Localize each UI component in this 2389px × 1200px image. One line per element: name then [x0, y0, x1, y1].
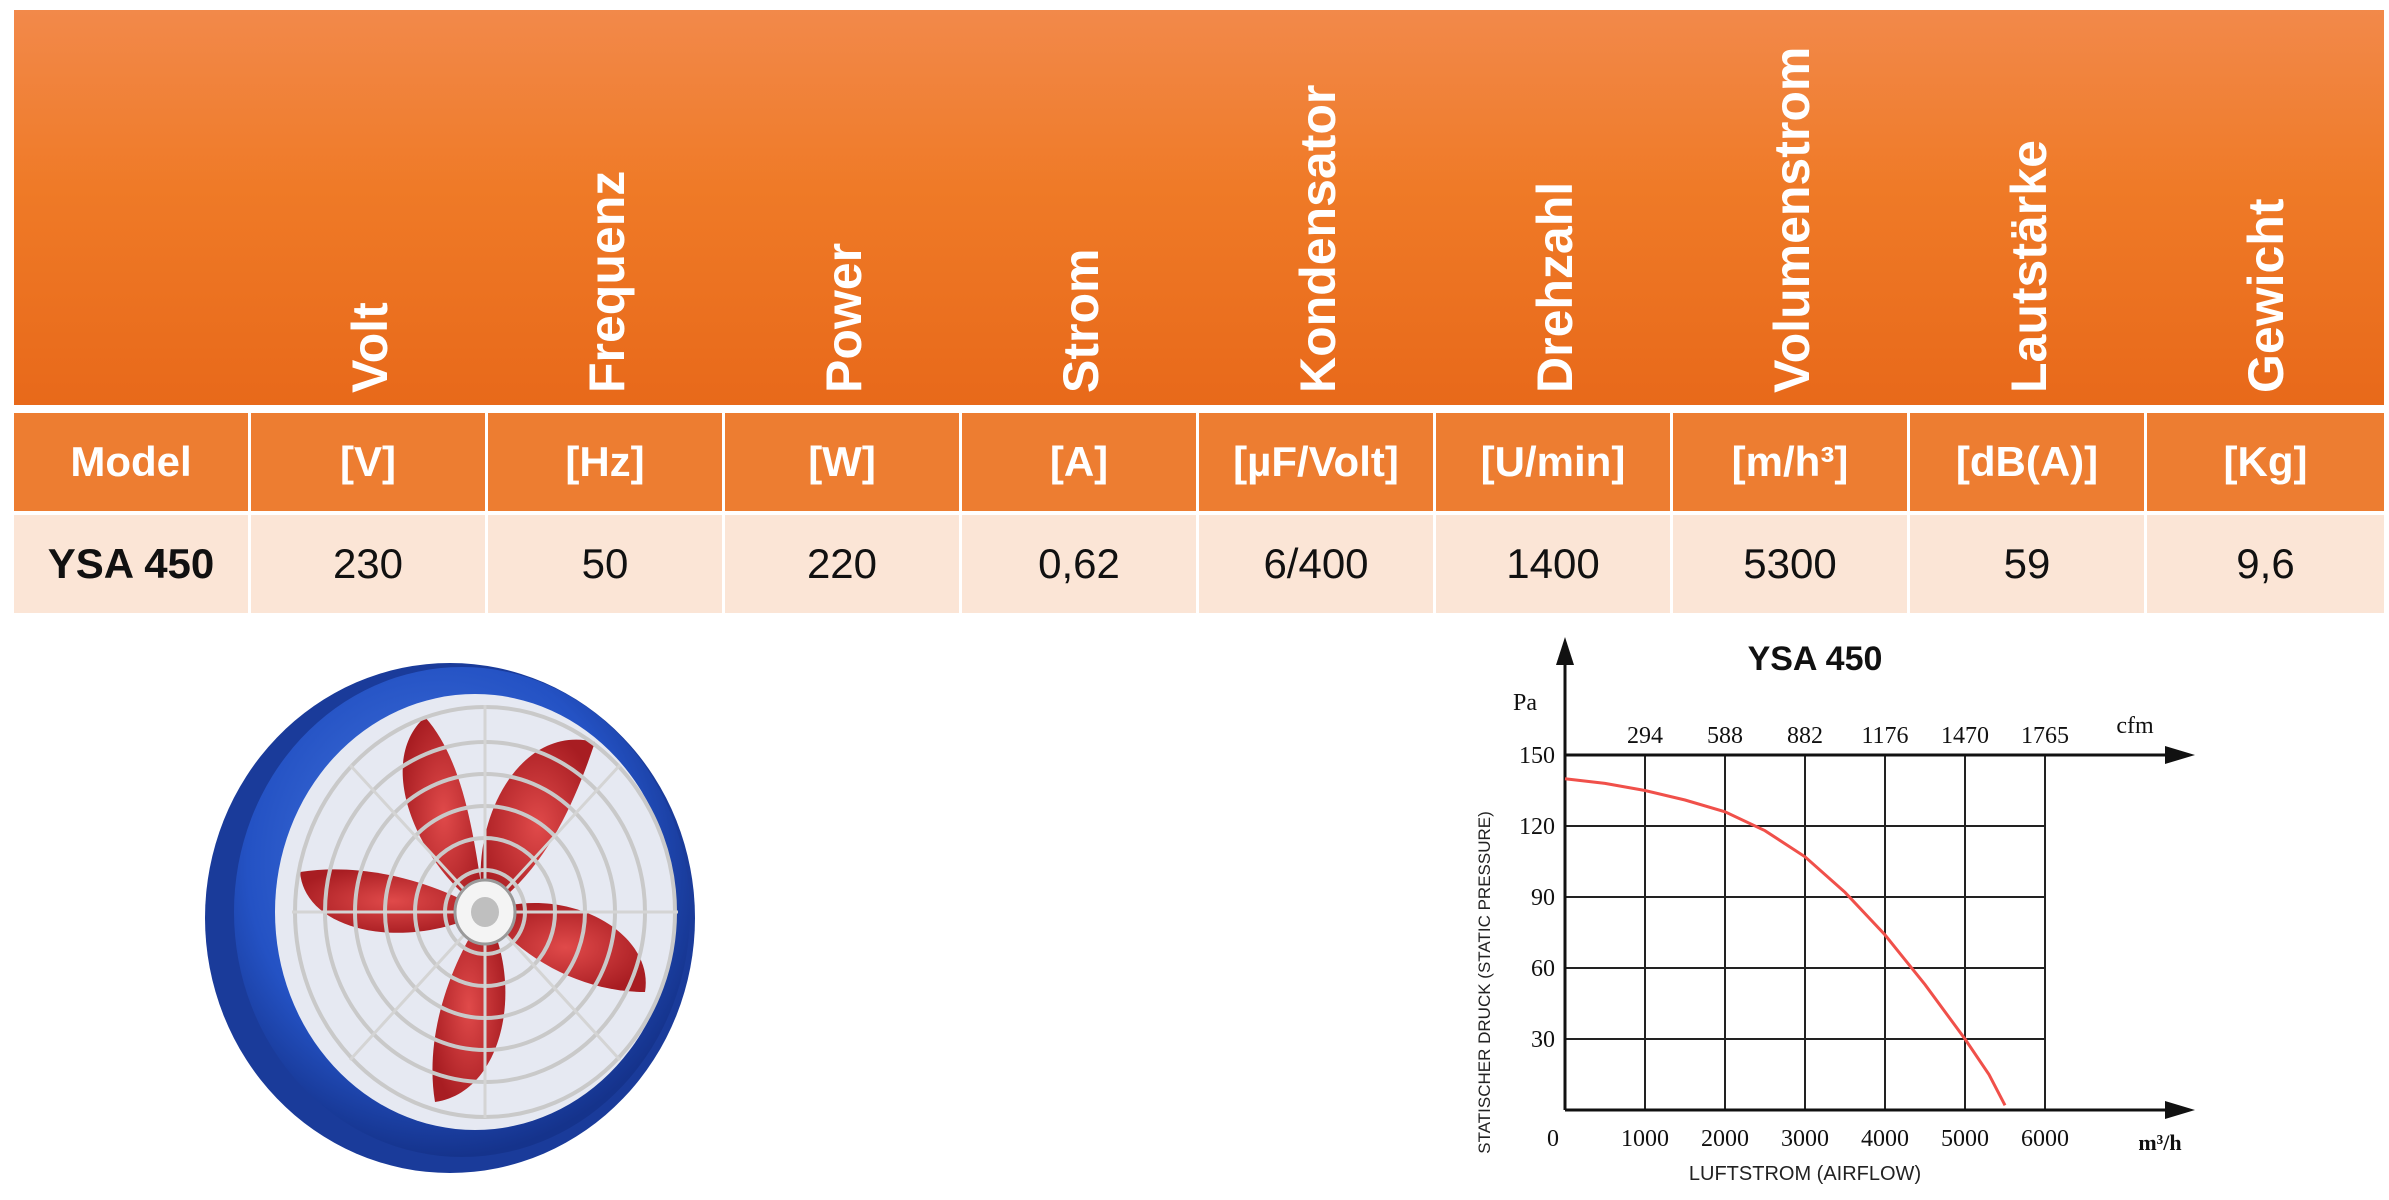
value-cell: 9,6 — [2147, 515, 2384, 613]
header-label: Kondensator — [1289, 84, 1346, 393]
top-tick-label: 294 — [1627, 723, 1663, 749]
fan-blades — [300, 717, 646, 1102]
chart-grid — [1565, 754, 2046, 1110]
header-label: Strom — [1052, 248, 1109, 393]
header-cell-gewicht: Gewicht — [2147, 10, 2384, 405]
x-tick-label: 5000 — [1941, 1126, 1989, 1152]
chart-axes — [1556, 637, 2195, 1119]
value-cell: 59 — [1910, 515, 2144, 613]
units-cell: [W] — [725, 413, 959, 511]
value-cell: 230 — [251, 515, 485, 613]
x-tick-label: 3000 — [1781, 1126, 1829, 1152]
value-cell: 0,62 — [962, 515, 1196, 613]
units-cell: [A] — [962, 413, 1196, 511]
chart-svg: YSA 450 Pa 30 60 90 120 150 0 1000 2000 3000 4000 50… — [1475, 637, 2195, 1185]
header-cell-volt: Volt — [251, 10, 488, 405]
top-axis-arrow — [2165, 746, 2195, 764]
top-unit-label: cfm — [2116, 713, 2154, 739]
chart-series — [1564, 777, 2007, 1106]
fan-hub-center — [471, 897, 499, 927]
header-label: Drehzahl — [1526, 181, 1583, 393]
value-cell: 220 — [725, 515, 959, 613]
units-cell: [U/min] — [1436, 413, 1670, 511]
header-cell-kondensator: Kondensator — [1199, 10, 1436, 405]
x-tick-label: 1000 — [1621, 1126, 1669, 1152]
values-row: YSA 450 230 50 220 0,62 6/400 1400 5300 … — [14, 515, 2384, 613]
x-unit-label: m³/h — [2138, 1130, 2181, 1155]
units-cell: [dB(A)] — [1910, 413, 2144, 511]
y-tick-label: 30 — [1531, 1027, 1555, 1053]
chart-title: YSA 450 — [1748, 640, 1883, 678]
value-cell: 50 — [488, 515, 722, 613]
header-row: Volt Frequenz Power Strom Kondensator Dr… — [14, 10, 2384, 405]
value-cell: 5300 — [1673, 515, 1907, 613]
y-tick-label: 60 — [1531, 956, 1555, 982]
x-axis-arrow — [2165, 1101, 2195, 1119]
y-axis-title: STATISCHER DRUCK (STATIC PRESSURE) — [1475, 811, 1494, 1154]
units-cell: [Hz] — [488, 413, 722, 511]
header-cell-empty — [14, 10, 251, 405]
units-cell: [m/h³] — [1673, 413, 1907, 511]
header-cell-drehzahl: Drehzahl — [1436, 10, 1673, 405]
header-label: Volumenstrom — [1763, 46, 1820, 393]
y-tick-label: 150 — [1519, 743, 1555, 769]
axial-fan-icon — [200, 650, 720, 1180]
header-label: Frequenz — [578, 170, 635, 393]
chart-labels: YSA 450 Pa 30 60 90 120 150 0 1000 2000 3000 4000 50… — [1475, 640, 2182, 1185]
x-tick-label: 4000 — [1861, 1126, 1909, 1152]
x-axis-title: LUFTSTROM (AIRFLOW) — [1689, 1163, 1921, 1185]
y-tick-label: 90 — [1531, 885, 1555, 911]
x-tick-label: 6000 — [2021, 1126, 2069, 1152]
units-cell: [µF/Volt] — [1199, 413, 1433, 511]
top-tick-label: 1176 — [1861, 723, 1908, 749]
value-cell: 1400 — [1436, 515, 1670, 613]
y-axis-arrow — [1556, 637, 1574, 665]
fan-illustration — [205, 663, 695, 1173]
header-label: Power — [815, 242, 872, 393]
top-tick-label: 1765 — [2021, 723, 2069, 749]
header-label: Volt — [341, 302, 398, 393]
header-cell-strom: Strom — [962, 10, 1199, 405]
units-row: Model [V] [Hz] [W] [A] [µF/Volt] [U/min]… — [14, 413, 2384, 511]
grille-spokes — [292, 705, 678, 1118]
value-cell-model: YSA 450 — [14, 515, 248, 613]
header-label: Lautstärke — [2000, 140, 2057, 393]
y-tick-label: 120 — [1519, 814, 1555, 840]
units-cell: [Kg] — [2147, 413, 2384, 511]
units-cell-model: Model — [14, 413, 248, 511]
x-tick-label: 2000 — [1701, 1126, 1749, 1152]
top-tick-label: 588 — [1707, 723, 1743, 749]
series-line — [1564, 777, 2007, 1106]
header-cell-power: Power — [725, 10, 962, 405]
header-cell-volumenstrom: Volumenstrom — [1673, 10, 1910, 405]
top-tick-label: 882 — [1787, 723, 1823, 749]
units-cell: [V] — [251, 413, 485, 511]
header-cell-lautstaerke: Lautstärke — [1910, 10, 2147, 405]
x-tick-label: 0 — [1547, 1126, 1559, 1152]
header-cell-frequenz: Frequenz — [488, 10, 725, 405]
top-tick-label: 1470 — [1941, 723, 1989, 749]
header-label: Gewicht — [2237, 198, 2294, 393]
y-unit-label: Pa — [1513, 690, 1537, 716]
performance-chart: YSA 450 Pa 30 60 90 120 150 0 1000 2000 3000 4000 50… — [1460, 625, 2210, 1200]
value-cell: 6/400 — [1199, 515, 1433, 613]
